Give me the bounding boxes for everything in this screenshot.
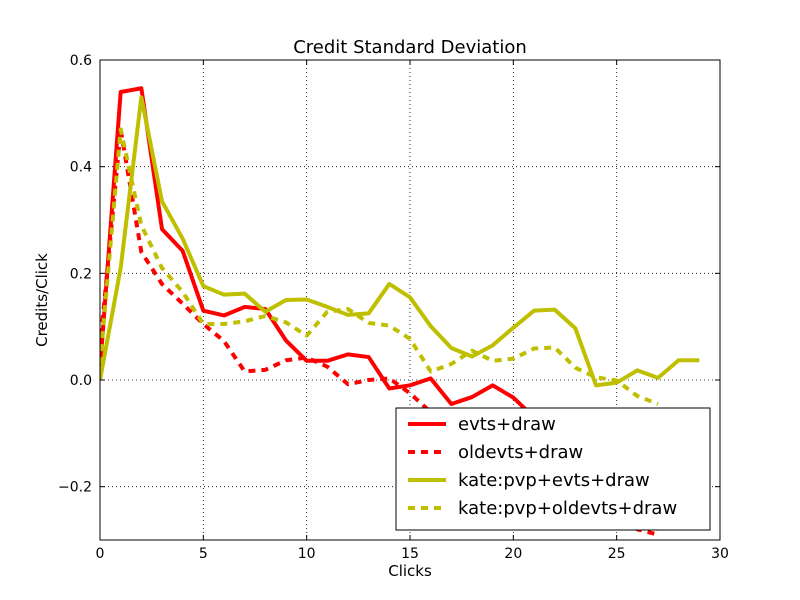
legend-box	[395, 407, 711, 531]
y-axis-label: Credits/Click	[33, 253, 51, 347]
x-axis-label: Clicks	[388, 562, 432, 580]
chart-title: Credit Standard Deviation	[293, 37, 527, 58]
x-tick-label: 25	[608, 546, 626, 562]
axis-ticks: 0 5 10 15 20 25 30 −0.2 0.0 0.2 0.4 0.6	[58, 53, 729, 562]
legend-label: kate:pvp+oldevts+draw	[458, 498, 677, 519]
y-tick-label: 0.2	[70, 266, 92, 282]
x-tick-label: 0	[96, 546, 105, 562]
x-tick-label: 30	[711, 546, 729, 562]
legend-label: oldevts+draw	[458, 442, 583, 463]
x-tick-label: 5	[199, 546, 208, 562]
y-tick-label: −0.2	[58, 480, 92, 496]
legend: evts+draw oldevts+draw kate:pvp+evts+draw k…	[395, 407, 711, 531]
x-tick-label: 15	[401, 546, 419, 562]
series-line-kate-pvp-oldevts-draw	[100, 127, 659, 406]
y-tick-label: 0.4	[70, 160, 92, 176]
legend-label: kate:pvp+evts+draw	[458, 470, 650, 491]
x-tick-label: 10	[298, 546, 316, 562]
legend-label: evts+draw	[458, 414, 556, 435]
series-line-kate-pvp-evts-draw	[100, 95, 700, 388]
y-tick-label: 0.6	[70, 53, 92, 69]
x-tick-label: 20	[504, 546, 522, 562]
y-tick-label: 0.0	[70, 373, 92, 389]
